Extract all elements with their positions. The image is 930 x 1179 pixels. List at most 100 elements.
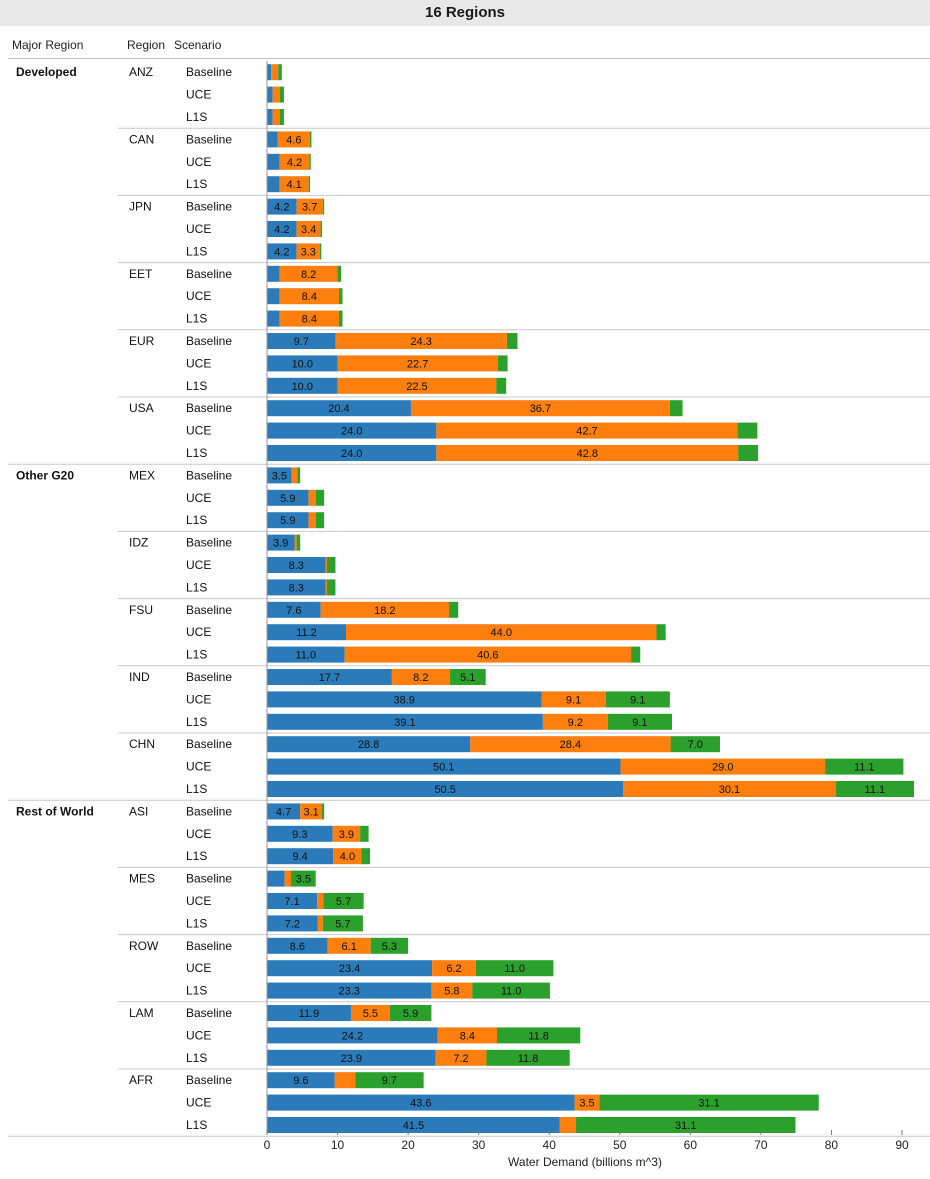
bar-segment (267, 445, 437, 461)
region-label: AFR (129, 1073, 153, 1087)
data-label: 22.7 (407, 358, 428, 370)
chart-title: 16 Regions (0, 0, 930, 26)
bar-segment (308, 512, 316, 529)
data-label: 18.2 (374, 605, 395, 617)
bar-segment (291, 467, 298, 484)
region-label: MEX (129, 468, 155, 482)
scenario-label: UCE (186, 692, 211, 706)
data-label: 11.0 (504, 963, 525, 975)
bar-segment (296, 221, 321, 237)
bar-segment (338, 310, 343, 327)
scenario-label: UCE (186, 491, 211, 505)
bar-segment (279, 310, 339, 327)
bar-segment (279, 265, 338, 282)
data-label: 5.5 (363, 1008, 378, 1020)
data-label: 9.7 (382, 1075, 397, 1087)
data-label: 11.2 (296, 627, 317, 639)
bar-segment (496, 377, 507, 394)
data-label: 3.1 (303, 806, 318, 818)
bar-segment (277, 131, 311, 148)
bar-segment (267, 310, 280, 327)
region-label: MES (129, 872, 155, 886)
data-label: 9.7 (294, 336, 309, 348)
bar-segment (272, 86, 280, 103)
bar-segment (475, 960, 554, 977)
bar-segment (267, 937, 328, 954)
bar-segment (574, 1094, 600, 1111)
data-label: 28.4 (560, 739, 581, 751)
bar-segment (267, 131, 278, 148)
data-label: 3.5 (272, 470, 287, 482)
x-axis-title: Water Demand (billions m^3) (508, 1155, 662, 1169)
x-tick-label: 50 (613, 1138, 627, 1152)
bar-segment (267, 893, 318, 909)
x-tick-label: 30 (472, 1138, 486, 1152)
scenario-label: UCE (186, 424, 211, 438)
scenario-label: L1S (186, 110, 207, 124)
bar-segment (350, 1005, 390, 1021)
x-tick-label: 80 (825, 1138, 839, 1152)
scenario-label: Baseline (186, 65, 232, 79)
bar-segment (267, 915, 318, 932)
scenario-label: L1S (186, 916, 207, 930)
bar-segment (605, 691, 670, 708)
bar-segment (576, 1117, 796, 1133)
bar-segment (449, 601, 459, 618)
scenario-label: L1S (186, 1118, 207, 1132)
data-label: 7.0 (688, 739, 703, 751)
scenario-label: L1S (186, 715, 207, 729)
bar-segment (267, 400, 411, 417)
bar-segment (279, 153, 310, 170)
bar-segment (435, 1049, 487, 1066)
major-region-label: Developed (16, 65, 77, 79)
region-label: ASI (129, 804, 148, 818)
data-label: 23.9 (341, 1053, 362, 1065)
region-label: ROW (129, 939, 159, 953)
scenario-label: L1S (186, 177, 207, 191)
bar-segment (272, 109, 280, 125)
data-label: 31.1 (675, 1120, 696, 1132)
bar-segment (267, 221, 297, 237)
data-label: 44.0 (491, 627, 512, 639)
bar-segment (278, 64, 282, 81)
data-label: 22.5 (406, 381, 427, 393)
region-label: EET (129, 267, 153, 281)
x-tick-label: 90 (895, 1138, 909, 1152)
bar-segment (333, 848, 362, 865)
bar-segment (337, 355, 498, 372)
scenario-label: L1S (186, 513, 207, 527)
region-label: USA (129, 401, 154, 415)
region-label: CHN (129, 737, 155, 751)
bar-segment (267, 198, 297, 215)
scenario-header: Scenario (174, 38, 222, 52)
data-label: 7.2 (285, 918, 300, 930)
major-region-header: Major Region (12, 38, 84, 52)
data-label: 11.1 (854, 762, 875, 774)
bar-segment (432, 960, 476, 977)
bar-segment (437, 1027, 498, 1044)
bar-segment (267, 848, 334, 865)
bar-segment (486, 1049, 570, 1066)
bar-segment (332, 825, 361, 842)
bar-segment (294, 534, 297, 551)
data-label: 28.8 (358, 739, 379, 751)
data-label: 11.0 (296, 650, 317, 662)
bar-segment (300, 803, 323, 820)
data-label: 10.0 (292, 358, 313, 370)
header-divider (8, 58, 930, 59)
region-label: LAM (129, 1006, 154, 1020)
bar-segment (325, 557, 327, 573)
region-label: FSU (129, 603, 153, 617)
bar-segment (267, 333, 336, 349)
bar-segment (542, 713, 608, 730)
bar-segment (326, 579, 336, 596)
scenario-label: L1S (186, 849, 207, 863)
bar-segment (315, 489, 325, 506)
bar-segment (267, 265, 280, 282)
bar-segment (267, 960, 433, 977)
data-label: 7.1 (284, 896, 299, 908)
bar-segment (279, 288, 339, 305)
data-label: 5.1 (460, 672, 475, 684)
data-label: 23.3 (338, 986, 359, 998)
data-label: 30.1 (719, 784, 740, 796)
